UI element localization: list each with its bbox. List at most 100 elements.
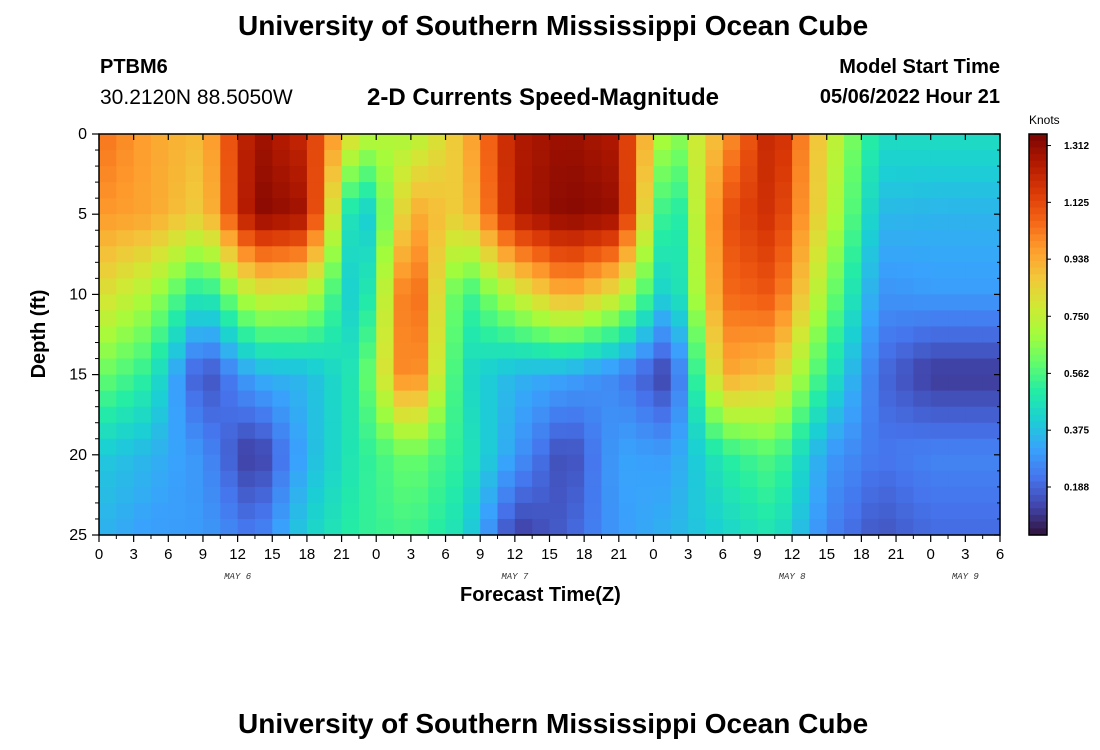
heatmap-cell	[740, 454, 759, 472]
heatmap-cell	[168, 134, 187, 151]
heatmap-cell	[133, 262, 152, 279]
colorbar-swatch	[1029, 441, 1047, 449]
heatmap-cell	[185, 214, 204, 231]
heatmap-cell	[774, 518, 793, 536]
heatmap-cell	[913, 342, 932, 360]
heatmap-cell	[601, 326, 620, 344]
heatmap-cell	[185, 310, 204, 328]
x-tick-label: 9	[199, 546, 207, 563]
heatmap-cell	[757, 422, 776, 440]
heatmap-cell	[757, 406, 776, 424]
heatmap-cell	[497, 198, 516, 215]
heatmap-cell	[757, 278, 776, 295]
heatmap-cell	[306, 310, 325, 328]
heatmap-cell	[792, 166, 811, 183]
heatmap-cell	[930, 422, 949, 440]
heatmap-cell	[878, 166, 897, 183]
heatmap-cell	[722, 454, 741, 472]
heatmap-cell	[462, 310, 481, 328]
heatmap-cell	[740, 374, 759, 392]
heatmap-cell	[428, 326, 447, 344]
heatmap-cell	[150, 182, 169, 199]
heatmap-cell	[445, 390, 464, 408]
heatmap-cell	[982, 262, 1001, 279]
heatmap-cell	[410, 278, 429, 295]
heatmap-cell	[930, 502, 949, 520]
heatmap-cell	[272, 246, 291, 263]
heatmap-cell	[150, 342, 169, 360]
heatmap-cell	[722, 262, 741, 279]
heatmap-cell	[740, 198, 759, 215]
heatmap-cell	[116, 502, 135, 520]
heatmap-cell	[532, 166, 551, 183]
heatmap-cell	[376, 294, 395, 312]
heatmap-cell	[965, 134, 984, 151]
heatmap-cell	[896, 422, 914, 440]
heatmap-cell	[480, 246, 499, 263]
heatmap-cell	[289, 390, 308, 408]
heatmap-cell	[480, 454, 499, 472]
colorbar-tick-label: 1.312	[1064, 141, 1089, 152]
heatmap-cell	[532, 150, 551, 167]
day-label: MAY 7	[501, 572, 529, 582]
heatmap-cell	[462, 326, 481, 344]
heatmap-cell	[861, 230, 880, 247]
heatmap-cell	[844, 198, 862, 215]
heatmap-cell	[341, 390, 360, 408]
heatmap-cell	[670, 182, 689, 199]
heatmap-cell	[844, 454, 862, 472]
heatmap-cell	[445, 198, 464, 215]
heatmap-cell	[774, 278, 793, 295]
heatmap-cell	[133, 518, 152, 536]
heatmap-cell	[844, 294, 862, 312]
heatmap-cell	[202, 278, 221, 295]
heatmap-cell	[722, 230, 741, 247]
x-tick-label: 6	[164, 546, 172, 563]
heatmap-cell	[428, 150, 447, 167]
x-tick-label: 12	[229, 546, 246, 563]
heatmap-cell	[982, 150, 1001, 167]
heatmap-cell	[133, 134, 152, 151]
heatmap-cell	[618, 486, 637, 504]
heatmap-cell	[844, 422, 862, 440]
heatmap-cell	[428, 310, 447, 328]
heatmap-cell	[185, 198, 204, 215]
colorbar-swatch	[1029, 240, 1047, 249]
heatmap-cell	[584, 310, 603, 328]
heatmap-cell	[705, 166, 724, 183]
heatmap-cell	[168, 262, 187, 279]
heatmap-cell	[549, 262, 568, 279]
heatmap-cell	[549, 134, 568, 151]
heatmap-cell	[272, 518, 291, 536]
heatmap-cell	[757, 438, 776, 456]
heatmap-cell	[566, 278, 585, 295]
heatmap-cell	[185, 262, 204, 279]
heatmap-cell	[670, 278, 689, 295]
heatmap-cell	[809, 246, 828, 263]
heatmap-cell	[116, 310, 135, 328]
heatmap-cell	[618, 406, 637, 424]
heatmap-cell	[584, 278, 603, 295]
heatmap-cell	[272, 470, 291, 488]
heatmap-cell	[809, 310, 828, 328]
day-label: MAY 8	[779, 572, 807, 582]
heatmap-cell	[116, 150, 135, 167]
heatmap-cell	[653, 470, 672, 488]
heatmap-cell	[861, 278, 880, 295]
heatmap-cell	[133, 150, 152, 167]
heatmap-cell	[740, 166, 759, 183]
heatmap-cell	[826, 310, 845, 328]
heatmap-cell	[116, 166, 135, 183]
heatmap-cell	[532, 198, 551, 215]
heatmap-cell	[549, 358, 568, 376]
heatmap-cell	[306, 390, 325, 408]
heatmap-cell	[965, 438, 984, 456]
heatmap-cell	[844, 166, 862, 183]
heatmap-cell	[272, 230, 291, 247]
heatmap-cell	[809, 438, 828, 456]
heatmap-cell	[549, 278, 568, 295]
heatmap-cell	[410, 198, 429, 215]
heatmap-cell	[410, 246, 429, 263]
heatmap-cell	[792, 310, 811, 328]
heatmap-cell	[324, 518, 343, 536]
